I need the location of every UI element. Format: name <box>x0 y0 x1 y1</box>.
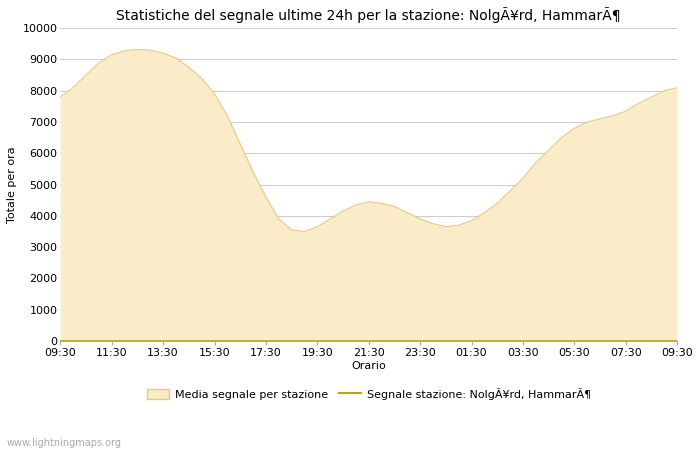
X-axis label: Orario: Orario <box>351 360 386 371</box>
Title: Statistiche del segnale ultime 24h per la stazione: NolgÃ¥rd, HammarÃ¶: Statistiche del segnale ultime 24h per l… <box>116 7 621 23</box>
Y-axis label: Totale per ora: Totale per ora <box>7 146 17 223</box>
Legend: Media segnale per stazione, Segnale stazione: NolgÃ¥rd, HammarÃ¶: Media segnale per stazione, Segnale staz… <box>142 383 595 404</box>
Text: www.lightningmaps.org: www.lightningmaps.org <box>7 438 122 448</box>
